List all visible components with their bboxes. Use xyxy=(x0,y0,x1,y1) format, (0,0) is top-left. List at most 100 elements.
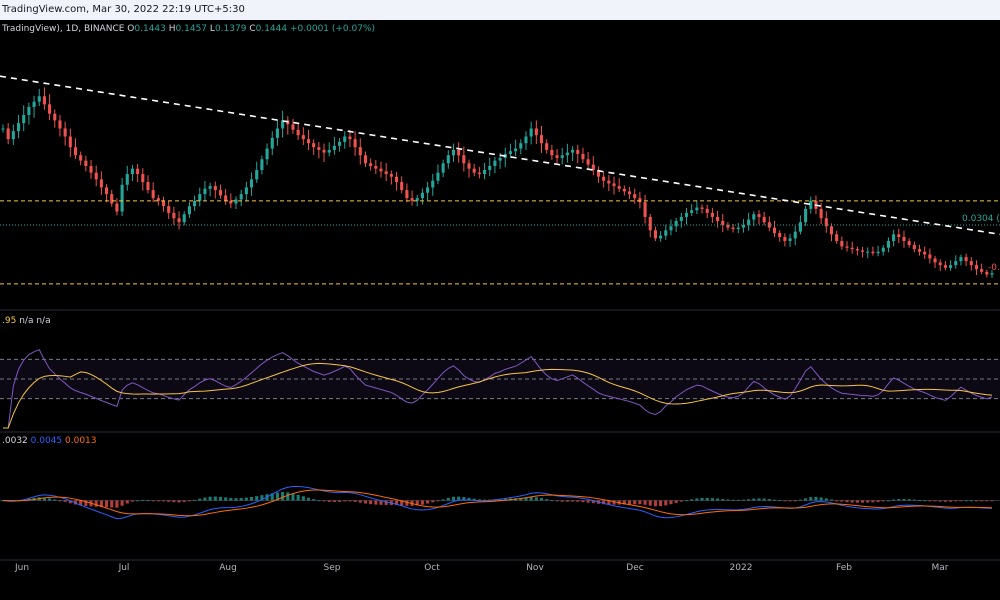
macd-hist-bar xyxy=(819,497,823,501)
macd-pane xyxy=(0,485,1000,520)
candle-body xyxy=(53,113,57,121)
macd-hist-bar xyxy=(239,498,243,501)
macd-hist-bar xyxy=(384,500,388,505)
candle-body xyxy=(410,198,414,201)
low-label: L xyxy=(209,24,215,34)
macd-hist-bar xyxy=(633,500,637,505)
macd-hist-bar xyxy=(193,499,197,501)
macd-hist-bar xyxy=(436,500,440,502)
candle-body xyxy=(389,174,393,177)
x-tick-label: Jul xyxy=(118,563,130,573)
candle-body xyxy=(1,128,5,130)
candle-body xyxy=(229,200,233,204)
candle-body xyxy=(187,206,191,215)
macd-hist-bar xyxy=(627,500,632,505)
x-tick-label: Sep xyxy=(324,563,341,573)
rsi-na-1: n/a xyxy=(19,316,34,326)
macd-hist-bar xyxy=(576,500,580,502)
candle-body xyxy=(545,143,549,150)
macd-hist-bar xyxy=(48,498,52,501)
x-tick-label: Aug xyxy=(219,563,237,573)
macd-hist-bar xyxy=(571,500,575,502)
macd-hist-bar xyxy=(374,500,378,505)
macd-hist-bar xyxy=(565,500,569,502)
macd-hist-bar xyxy=(301,496,305,501)
candle-body xyxy=(125,174,129,185)
candle-body xyxy=(539,135,544,144)
macd-hist-bar xyxy=(555,500,559,502)
candle-body xyxy=(860,250,865,252)
candle-body xyxy=(892,234,896,242)
candle-body xyxy=(933,258,937,263)
macd-hist-bar xyxy=(208,496,212,501)
macd-hist-bar xyxy=(84,500,88,506)
candle-body xyxy=(876,251,880,254)
candle-body xyxy=(804,208,808,223)
macd-hist-bar xyxy=(167,500,171,502)
macd-hist-bar xyxy=(747,499,751,501)
candle-body xyxy=(809,200,813,209)
macd-hist-bar xyxy=(969,500,973,502)
candle-body xyxy=(762,216,766,223)
candle-body xyxy=(483,170,487,175)
macd-hist-bar xyxy=(990,500,994,502)
macd-hist-bar xyxy=(907,499,911,501)
candle-body xyxy=(369,163,373,166)
macd-hist-bar xyxy=(296,494,300,501)
candle-body xyxy=(379,168,383,172)
candle-body xyxy=(974,265,979,270)
candle-body xyxy=(213,186,217,191)
macd-hist-bar xyxy=(42,497,46,501)
macd-hist-bar xyxy=(441,499,445,501)
candle-body xyxy=(384,171,388,175)
macd-signal-line xyxy=(2,489,993,517)
symbol-label: TradingView), 1D, BINANCE xyxy=(2,24,125,34)
candle-body xyxy=(420,192,424,199)
macd-hist-bar xyxy=(710,498,714,501)
macd-hist-bar xyxy=(467,497,471,501)
macd-hist-bar xyxy=(213,496,217,501)
x-tick-label: 2022 xyxy=(730,563,753,573)
candle-body xyxy=(793,231,797,239)
macd-hist-bar xyxy=(550,500,554,502)
candle-body xyxy=(172,212,176,219)
candle-body xyxy=(684,212,689,217)
macd-hist-bar xyxy=(783,500,787,502)
macd-hist-bar xyxy=(762,498,766,501)
candle-body xyxy=(819,208,823,219)
candle-body xyxy=(964,257,968,262)
candle-body xyxy=(757,214,761,217)
candle-body xyxy=(985,271,989,275)
candle-body xyxy=(130,168,135,175)
macd-hist-bar xyxy=(234,498,238,501)
candle-body xyxy=(638,198,642,203)
candle-body xyxy=(203,188,207,195)
macd-hist-bar xyxy=(446,497,450,501)
candle-body xyxy=(949,265,953,268)
candle-body xyxy=(224,195,228,201)
macd-hist-bar xyxy=(669,500,673,505)
macd-hist-bar xyxy=(363,500,368,504)
macd-hist-bar xyxy=(524,497,528,501)
macd-hist-bar xyxy=(338,500,342,502)
candle-body xyxy=(146,182,150,191)
macd-hist-bar xyxy=(281,492,285,501)
candle-body xyxy=(907,241,911,246)
candle-body xyxy=(767,222,771,228)
macd-hist-bar xyxy=(954,500,958,502)
macd-hist-bar xyxy=(187,500,191,502)
candle-body xyxy=(322,149,326,153)
candle-body xyxy=(659,235,663,239)
macd-legend: .0032 0.0045 0.0013 xyxy=(2,436,97,446)
close-label: C xyxy=(249,24,256,34)
candle-body xyxy=(871,251,875,254)
candle-body xyxy=(648,216,652,231)
candle-body xyxy=(565,152,569,156)
macd-hist-bar xyxy=(752,498,756,501)
macd-line xyxy=(2,485,993,520)
candle-body xyxy=(550,149,554,156)
candle-body xyxy=(156,198,160,201)
macd-hist-bar xyxy=(519,497,523,501)
candle-body xyxy=(332,145,336,150)
